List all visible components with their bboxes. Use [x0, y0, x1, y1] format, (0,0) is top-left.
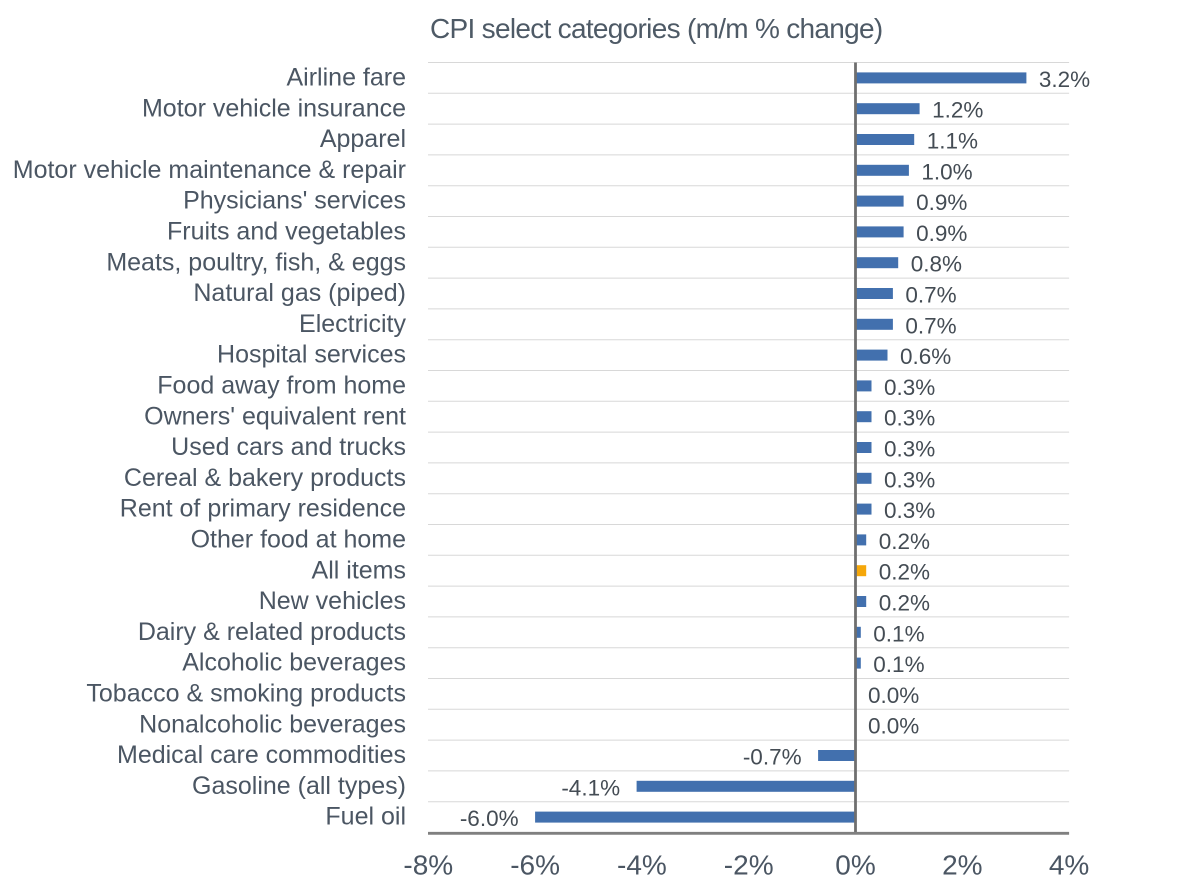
svg-text:0.9%: 0.9%: [916, 221, 967, 246]
svg-text:2%: 2%: [942, 850, 982, 881]
svg-text:0.8%: 0.8%: [911, 252, 962, 277]
svg-text:Rent of primary residence: Rent of primary residence: [120, 495, 406, 523]
svg-text:0.7%: 0.7%: [905, 283, 956, 308]
svg-text:0.3%: 0.3%: [884, 406, 935, 431]
svg-text:Owners' equivalent rent: Owners' equivalent rent: [144, 402, 406, 430]
svg-text:Other food at home: Other food at home: [191, 526, 406, 554]
svg-text:0.7%: 0.7%: [905, 313, 956, 338]
svg-text:-2%: -2%: [724, 850, 774, 881]
svg-text:-4%: -4%: [617, 850, 667, 881]
svg-text:CPI select categories (m/m % c: CPI select categories (m/m % change): [430, 13, 883, 44]
svg-text:-6%: -6%: [510, 850, 560, 881]
svg-text:0.1%: 0.1%: [873, 652, 924, 677]
svg-text:All items: All items: [312, 556, 406, 584]
svg-text:0.3%: 0.3%: [884, 498, 935, 523]
svg-text:-6.0%: -6.0%: [460, 806, 519, 831]
svg-text:0.3%: 0.3%: [884, 437, 935, 462]
svg-text:0.6%: 0.6%: [900, 344, 951, 369]
svg-text:Dairy & related products: Dairy & related products: [138, 618, 406, 646]
svg-text:1.2%: 1.2%: [932, 98, 983, 123]
svg-text:Nonalcoholic beverages: Nonalcoholic beverages: [139, 710, 406, 738]
svg-text:Physicians' services: Physicians' services: [183, 187, 406, 215]
svg-text:0.1%: 0.1%: [873, 621, 924, 646]
svg-text:Fruits and vegetables: Fruits and vegetables: [167, 218, 406, 246]
svg-text:0.2%: 0.2%: [879, 529, 930, 554]
svg-text:1.0%: 1.0%: [921, 159, 972, 184]
svg-text:Used cars and trucks: Used cars and trucks: [171, 433, 406, 461]
svg-text:3.2%: 3.2%: [1039, 67, 1090, 92]
svg-text:-0.7%: -0.7%: [743, 745, 802, 770]
svg-text:Motor vehicle insurance: Motor vehicle insurance: [142, 94, 406, 122]
svg-text:Meats, poultry, fish, & eggs: Meats, poultry, fish, & eggs: [106, 248, 406, 276]
svg-text:0.0%: 0.0%: [868, 683, 919, 708]
svg-text:Tobacco & smoking products: Tobacco & smoking products: [86, 680, 406, 708]
svg-text:Motor vehicle maintenance & re: Motor vehicle maintenance & repair: [13, 156, 406, 184]
svg-text:Gasoline (all types): Gasoline (all types): [192, 772, 406, 800]
svg-text:0.2%: 0.2%: [879, 591, 930, 616]
svg-text:New vehicles: New vehicles: [259, 587, 406, 615]
svg-text:Fuel oil: Fuel oil: [325, 803, 406, 831]
svg-text:0%: 0%: [835, 850, 875, 881]
svg-text:4%: 4%: [1049, 850, 1089, 881]
svg-text:0.3%: 0.3%: [884, 467, 935, 492]
svg-text:0.9%: 0.9%: [916, 190, 967, 215]
svg-text:-4.1%: -4.1%: [561, 775, 620, 800]
svg-text:Food away from home: Food away from home: [157, 372, 406, 400]
svg-text:Medical care commodities: Medical care commodities: [117, 741, 406, 769]
svg-text:0.2%: 0.2%: [879, 560, 930, 585]
svg-text:Hospital services: Hospital services: [217, 341, 406, 369]
svg-text:Apparel: Apparel: [320, 125, 406, 153]
svg-text:Alcoholic beverages: Alcoholic beverages: [182, 649, 406, 677]
svg-text:0.0%: 0.0%: [868, 714, 919, 739]
svg-text:Cereal & bakery products: Cereal & bakery products: [124, 464, 406, 492]
svg-text:Electricity: Electricity: [299, 310, 406, 338]
svg-text:-8%: -8%: [403, 850, 453, 881]
svg-text:0.3%: 0.3%: [884, 375, 935, 400]
svg-text:Airline fare: Airline fare: [287, 64, 407, 92]
svg-text:1.1%: 1.1%: [927, 129, 978, 154]
svg-text:Natural gas (piped): Natural gas (piped): [193, 279, 406, 307]
